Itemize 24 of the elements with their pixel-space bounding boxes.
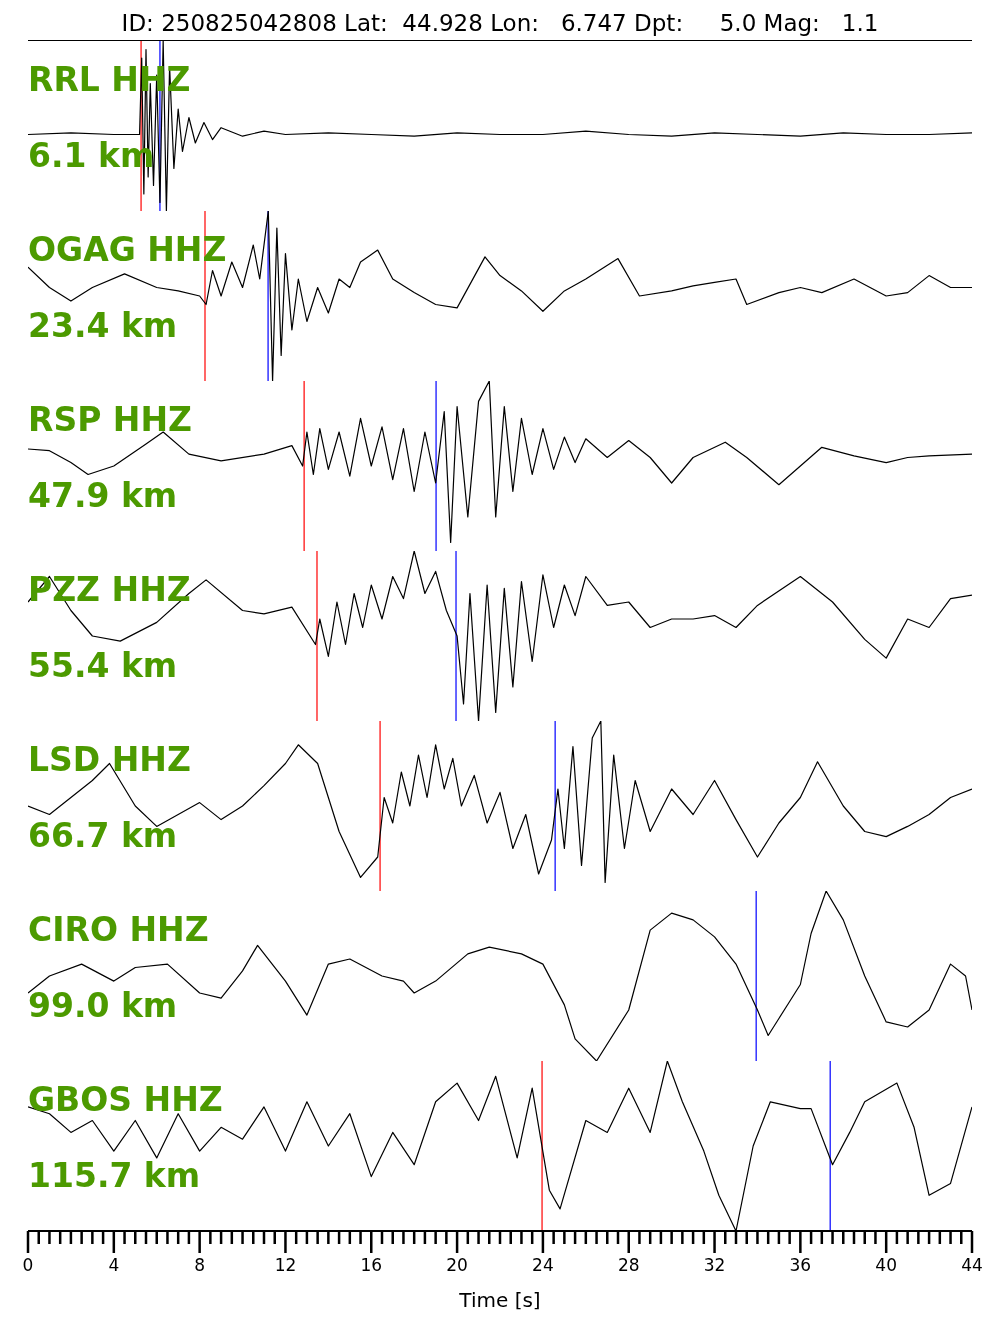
annotation: 115.7 km bbox=[28, 1156, 201, 1195]
x-tick-label: 20 bbox=[446, 1255, 468, 1275]
chart-title: ID: 250825042808 Lat: 44.928 Lon: 6.747 Dpt: 5.0 Mag: 1.1 bbox=[28, 8, 972, 41]
x-tick-label: 40 bbox=[875, 1255, 897, 1275]
x-tick-label: 32 bbox=[703, 1255, 726, 1275]
annotation: RSP HHZ bbox=[28, 400, 193, 439]
x-tick-label: 36 bbox=[789, 1255, 812, 1275]
x-tick-label: 4 bbox=[108, 1255, 120, 1275]
x-tick-label: 8 bbox=[194, 1255, 206, 1275]
annotation: 66.7 km bbox=[28, 816, 178, 855]
annotation: CIRO HHZ bbox=[28, 910, 209, 949]
annotation: 55.4 km bbox=[28, 646, 178, 685]
annotation: 47.9 km bbox=[28, 476, 178, 515]
annotation: GBOS HHZ bbox=[28, 1080, 223, 1119]
x-tick-label: 44 bbox=[961, 1255, 983, 1275]
annotation: LSD HHZ bbox=[28, 740, 191, 779]
x-tick-label: 24 bbox=[532, 1255, 554, 1275]
x-tick-label: 12 bbox=[274, 1255, 297, 1275]
x-tick-label: 28 bbox=[617, 1255, 640, 1275]
x-axis-title: Time [s] bbox=[458, 1288, 541, 1312]
annotation: 23.4 km bbox=[28, 306, 178, 345]
x-tick-label: 0 bbox=[22, 1255, 34, 1275]
annotation: 99.0 km bbox=[28, 986, 178, 1025]
x-tick-label: 16 bbox=[360, 1255, 383, 1275]
